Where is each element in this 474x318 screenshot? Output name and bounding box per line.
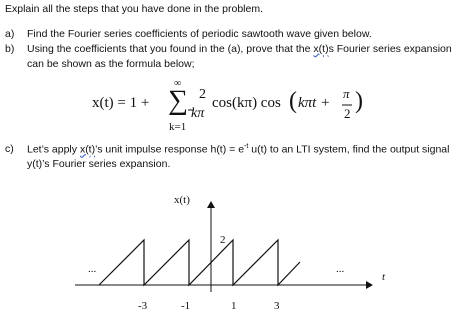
pi-num: π (343, 86, 350, 101)
text: Let’s apply (27, 143, 80, 156)
frac-num: 2 (199, 87, 206, 102)
frac-den: kπ (191, 106, 205, 121)
paren: ( (289, 88, 297, 114)
pi-den: 2 (344, 106, 351, 121)
sum-top: ∞ (174, 78, 182, 89)
text: Using the coefficients that you found in… (27, 43, 314, 55)
formula-lhs: x(t) = 1 + (92, 95, 150, 111)
tick-label: 3 (274, 300, 280, 312)
paren: ) (355, 88, 363, 114)
marker: c) (5, 143, 14, 155)
superscript: -t (244, 143, 249, 150)
formula-cos: cos(kπ) cos (212, 95, 281, 111)
tick-label: -1 (181, 300, 190, 312)
peak-label: 2 (220, 234, 226, 246)
item-text: Using the coefficients that you found in… (27, 43, 452, 55)
sum: ∑ (168, 85, 188, 116)
x-label: t (382, 271, 386, 283)
sawtooth (98, 238, 301, 287)
item-text: y(t)’s Fourier series expansion. (27, 158, 171, 170)
item-text: Find the Fourier series coefficients of … (27, 28, 372, 40)
ellipsis: ... (336, 263, 345, 275)
tick-label: 1 (231, 300, 237, 312)
text: u(t) to an LTI system, find the output s… (248, 143, 450, 156)
marker: b) (5, 43, 15, 55)
formula-arg: kπt + (298, 95, 331, 111)
link-text: x(t) (79, 143, 96, 156)
intro: Explain all the steps that you have done… (5, 3, 263, 15)
ellipsis: ... (88, 263, 97, 275)
sum-bottom: k=1 (169, 121, 187, 133)
tick-label: -3 (138, 300, 148, 312)
link-text: x(t) (313, 43, 329, 55)
y-label: x(t) (174, 194, 190, 206)
text: s Fourier series expansion (328, 43, 452, 55)
text: ’s unit impulse response h(t) = e (95, 143, 245, 156)
item-text: Let’s apply x(t)’s unit impulse response… (27, 143, 449, 156)
marker: a) (5, 28, 15, 40)
item-text: can be shown as the formula below; (27, 58, 195, 70)
